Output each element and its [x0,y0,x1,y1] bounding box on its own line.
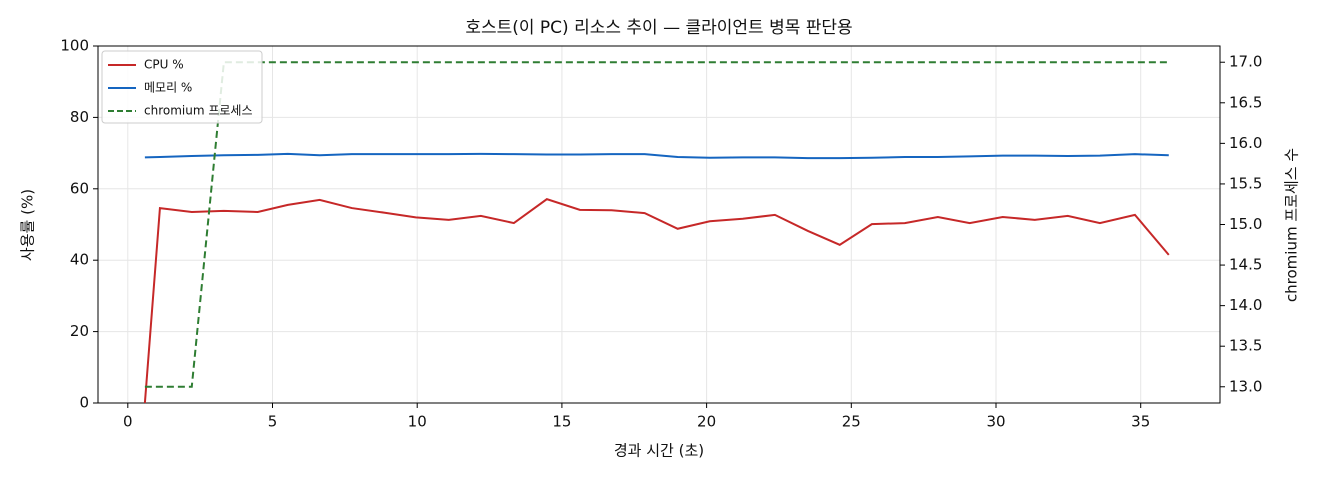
x-tick-label: 20 [697,413,716,431]
y-tick-label: 0 [79,394,89,412]
legend-label: chromium 프로세스 [144,104,253,118]
y2-tick-label: 17.0 [1229,53,1262,71]
y2-tick-label: 15.0 [1229,215,1262,233]
y2-tick-label: 13.0 [1229,377,1262,395]
y-tick-label: 20 [70,322,89,340]
chart-title: 호스트(이 PC) 리소스 추이 — 클라이언트 병목 판단용 [465,18,852,38]
y2-tick-label: 13.5 [1229,337,1262,355]
legend-label: CPU % [144,58,184,72]
y2-tick-label: 14.0 [1229,296,1262,314]
x-tick-label: 30 [986,413,1005,431]
data-line [143,198,1170,404]
data-line [144,152,1169,160]
legend-label: 메모리 % [144,81,192,95]
legend: CPU % 메모리 % chromium 프로세스 [101,50,263,124]
x-tick-label: 35 [1131,413,1150,431]
y-tick-label: 100 [60,37,89,55]
plot-frame [97,45,1221,404]
y-axis-label: 사용률 (%) [19,189,37,261]
y-tick-label: 40 [70,251,89,269]
legend-box [101,50,263,124]
y2-tick-label: 16.0 [1229,134,1262,152]
y-tick-label: 60 [70,179,89,197]
x-tick-label: 0 [123,413,133,431]
y2-axis-label: chromium 프로세스 수 [1283,148,1301,302]
data-line [144,61,1169,388]
x-tick-label: 10 [408,413,427,431]
x-tick-label: 15 [552,413,571,431]
y-tick-label: 80 [70,108,89,126]
x-axis-label: 경과 시간 (초) [614,442,704,460]
x-tick-label: 25 [842,413,861,431]
y2-tick-label: 14.5 [1229,256,1262,274]
x-tick-label: 5 [268,413,278,431]
y2-tick-label: 16.5 [1229,93,1262,111]
y2-tick-label: 15.5 [1229,174,1262,192]
